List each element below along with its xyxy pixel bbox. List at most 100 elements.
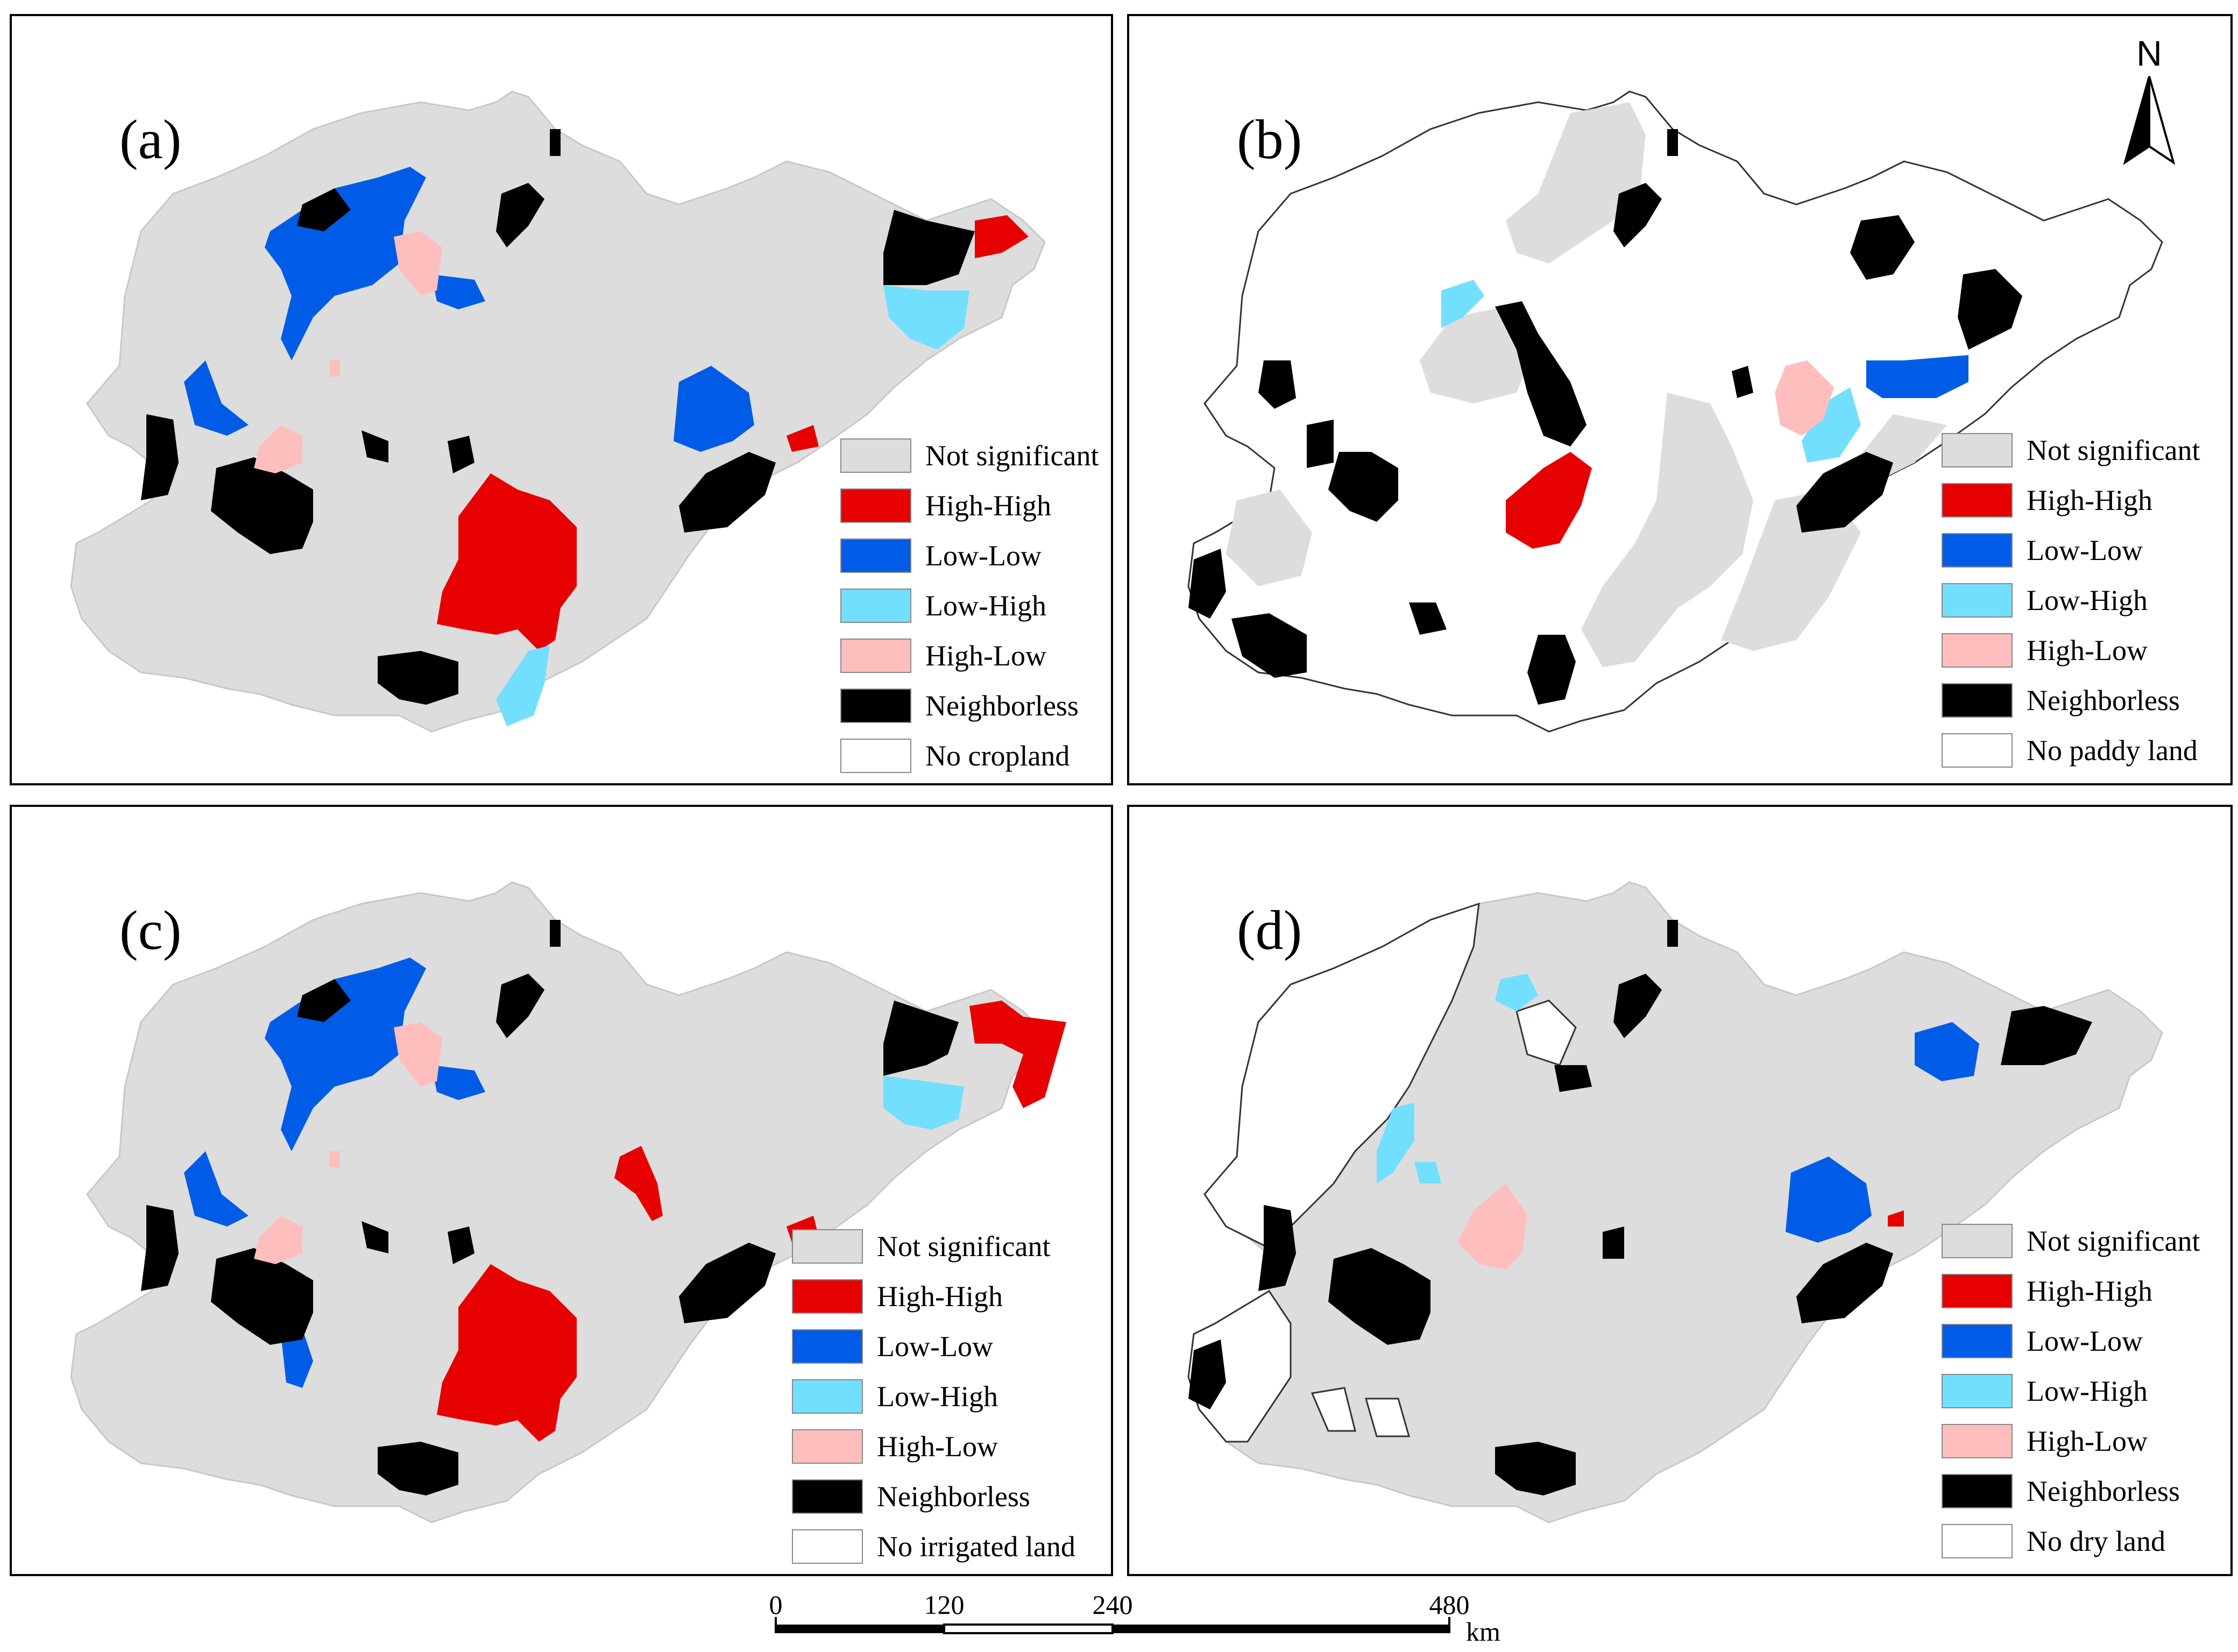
map-c: [70, 881, 1066, 1523]
neighborless-cluster: [2001, 1006, 2092, 1065]
neighborless-cluster: [362, 1221, 388, 1253]
low-high-cluster: [883, 285, 969, 350]
neighborless-cluster: [448, 436, 474, 473]
legend-item-low-low: Low-Low: [1942, 1316, 2200, 1366]
county-clusters: [141, 920, 1066, 1495]
legend-item-high-low: High-Low: [840, 630, 1099, 680]
neighborless-cluster: [1603, 1226, 1624, 1259]
neighborless-cluster: [1258, 360, 1296, 409]
neighborless-cluster: [550, 129, 561, 156]
legend-item-none: No paddy land: [1942, 725, 2200, 775]
neighborless-cluster: [883, 1001, 959, 1076]
neighborless-cluster: [1732, 366, 1753, 398]
scale-tick-label: 120: [924, 1590, 965, 1620]
low-high-cluster: [496, 646, 550, 726]
neighborless-cluster: [1328, 452, 1398, 522]
low-low-cluster: [1915, 1022, 1979, 1081]
high-high-cluster: [975, 215, 1029, 258]
map-panel-c: (c) Not significant High-High Low-Low Lo…: [10, 805, 1113, 1576]
low-low-cluster: [281, 1329, 313, 1388]
legend: Not significant High-High Low-Low Low-Hi…: [1942, 425, 2200, 775]
legend-item-none: No dry land: [1942, 1516, 2200, 1566]
legend-item-high-low: High-Low: [1942, 1416, 2200, 1466]
high-high-cluster: [1506, 452, 1592, 549]
legend-item-neighborless: Neighborless: [1942, 675, 2200, 725]
legend: Not significant High-High Low-Low Low-Hi…: [792, 1221, 1075, 1571]
scale-unit: km: [1466, 1616, 1500, 1647]
map-d: [1187, 881, 2163, 1523]
low-low-cluster: [431, 1065, 485, 1100]
not-significant-area: [1721, 490, 1861, 651]
legend-item-high-high: High-High: [1942, 1266, 2200, 1316]
legend: Not significant High-High Low-Low Low-Hi…: [1942, 1216, 2200, 1566]
low-low-cluster: [184, 360, 249, 436]
legend: Not significant High-High Low-Low Low-Hi…: [840, 430, 1099, 781]
neighborless-cluster: [1328, 1248, 1430, 1345]
high-low-cluster: [329, 1151, 340, 1167]
map-panel-d: (d) Not significant High-High Low-Low Lo…: [1127, 805, 2233, 1576]
neighborless-cluster: [1796, 452, 1893, 533]
low-low-cluster: [1786, 1157, 1872, 1243]
high-low-cluster: [394, 231, 442, 296]
high-low-cluster: [394, 1022, 442, 1087]
neighborless-cluster: [1188, 1339, 1226, 1409]
legend-item-neighborless: Neighborless: [792, 1471, 1075, 1521]
neighborless-cluster: [1231, 613, 1307, 678]
county-clusters: [141, 129, 1029, 726]
low-low-cluster: [674, 366, 754, 452]
neighborless-cluster: [1409, 602, 1447, 635]
neighborless-cluster: [679, 452, 776, 533]
low-high-cluster: [1377, 1103, 1414, 1183]
low-high-cluster: [1414, 1162, 1441, 1183]
neighborless-cluster: [1554, 1065, 1592, 1092]
panel-label: (b): [1237, 109, 1302, 171]
neighborless-cluster: [1850, 215, 1915, 280]
high-high-cluster: [969, 1001, 1066, 1108]
neighborless-cluster: [1527, 635, 1576, 705]
neighborless-cluster: [1667, 129, 1678, 156]
neighborless-cluster: [496, 183, 544, 247]
legend-item-low-low: Low-Low: [792, 1321, 1075, 1371]
low-low-cluster: [431, 274, 485, 309]
low-low-cluster: [184, 1151, 249, 1226]
neighborless-cluster: [496, 974, 544, 1038]
legend-item-none: No cropland: [840, 731, 1099, 781]
high-high-cluster: [437, 1264, 577, 1442]
legend-item-high-high: High-High: [1942, 475, 2200, 525]
neighborless-cluster: [378, 651, 458, 705]
low-low-cluster: [1866, 355, 1968, 398]
legend-item-neighborless: Neighborless: [840, 680, 1099, 731]
scale-tick-label: 0: [769, 1590, 783, 1620]
legend-item-not-significant: Not significant: [1942, 1216, 2200, 1266]
scale-bar: 0 120 240 480 km: [769, 1590, 1501, 1647]
map-panel-b: (b) Not significant High-High Low-Low Lo…: [1127, 14, 2233, 785]
neighborless-cluster: [1307, 420, 1334, 468]
not-significant-area: [1226, 490, 1312, 586]
high-low-cluster: [1775, 360, 1834, 436]
not-significant-area: [1581, 393, 1753, 667]
neighborless-cluster: [1188, 549, 1226, 619]
high-low-cluster: [254, 1216, 302, 1264]
neighborless-cluster: [141, 414, 179, 500]
map-panel-a: (a) Not significant High-High Low-Low Lo…: [10, 14, 1113, 785]
scale-tick-label: 240: [1093, 1590, 1133, 1620]
legend-item-not-significant: Not significant: [840, 430, 1099, 480]
neighborless-cluster: [1613, 183, 1662, 247]
high-low-cluster: [1457, 1183, 1527, 1270]
neighborless-cluster: [211, 457, 313, 554]
map-a: [70, 90, 1046, 733]
neighborless-cluster: [362, 430, 388, 463]
legend-item-low-low: Low-Low: [840, 530, 1099, 580]
panel-label: (d): [1237, 899, 1302, 961]
high-high-cluster: [437, 473, 577, 651]
legend-item-low-low: Low-Low: [1942, 525, 2200, 575]
neighborless-cluster: [1667, 920, 1678, 947]
neighborless-cluster: [141, 1205, 179, 1291]
low-high-cluster: [1441, 280, 1484, 328]
neighborless-cluster: [1258, 1205, 1296, 1291]
legend-item-high-high: High-High: [840, 480, 1099, 530]
legend-item-not-significant: Not significant: [792, 1221, 1075, 1271]
legend-item-low-high: Low-High: [1942, 1366, 2200, 1416]
neighborless-cluster: [1958, 269, 2022, 350]
high-low-cluster: [329, 360, 340, 377]
